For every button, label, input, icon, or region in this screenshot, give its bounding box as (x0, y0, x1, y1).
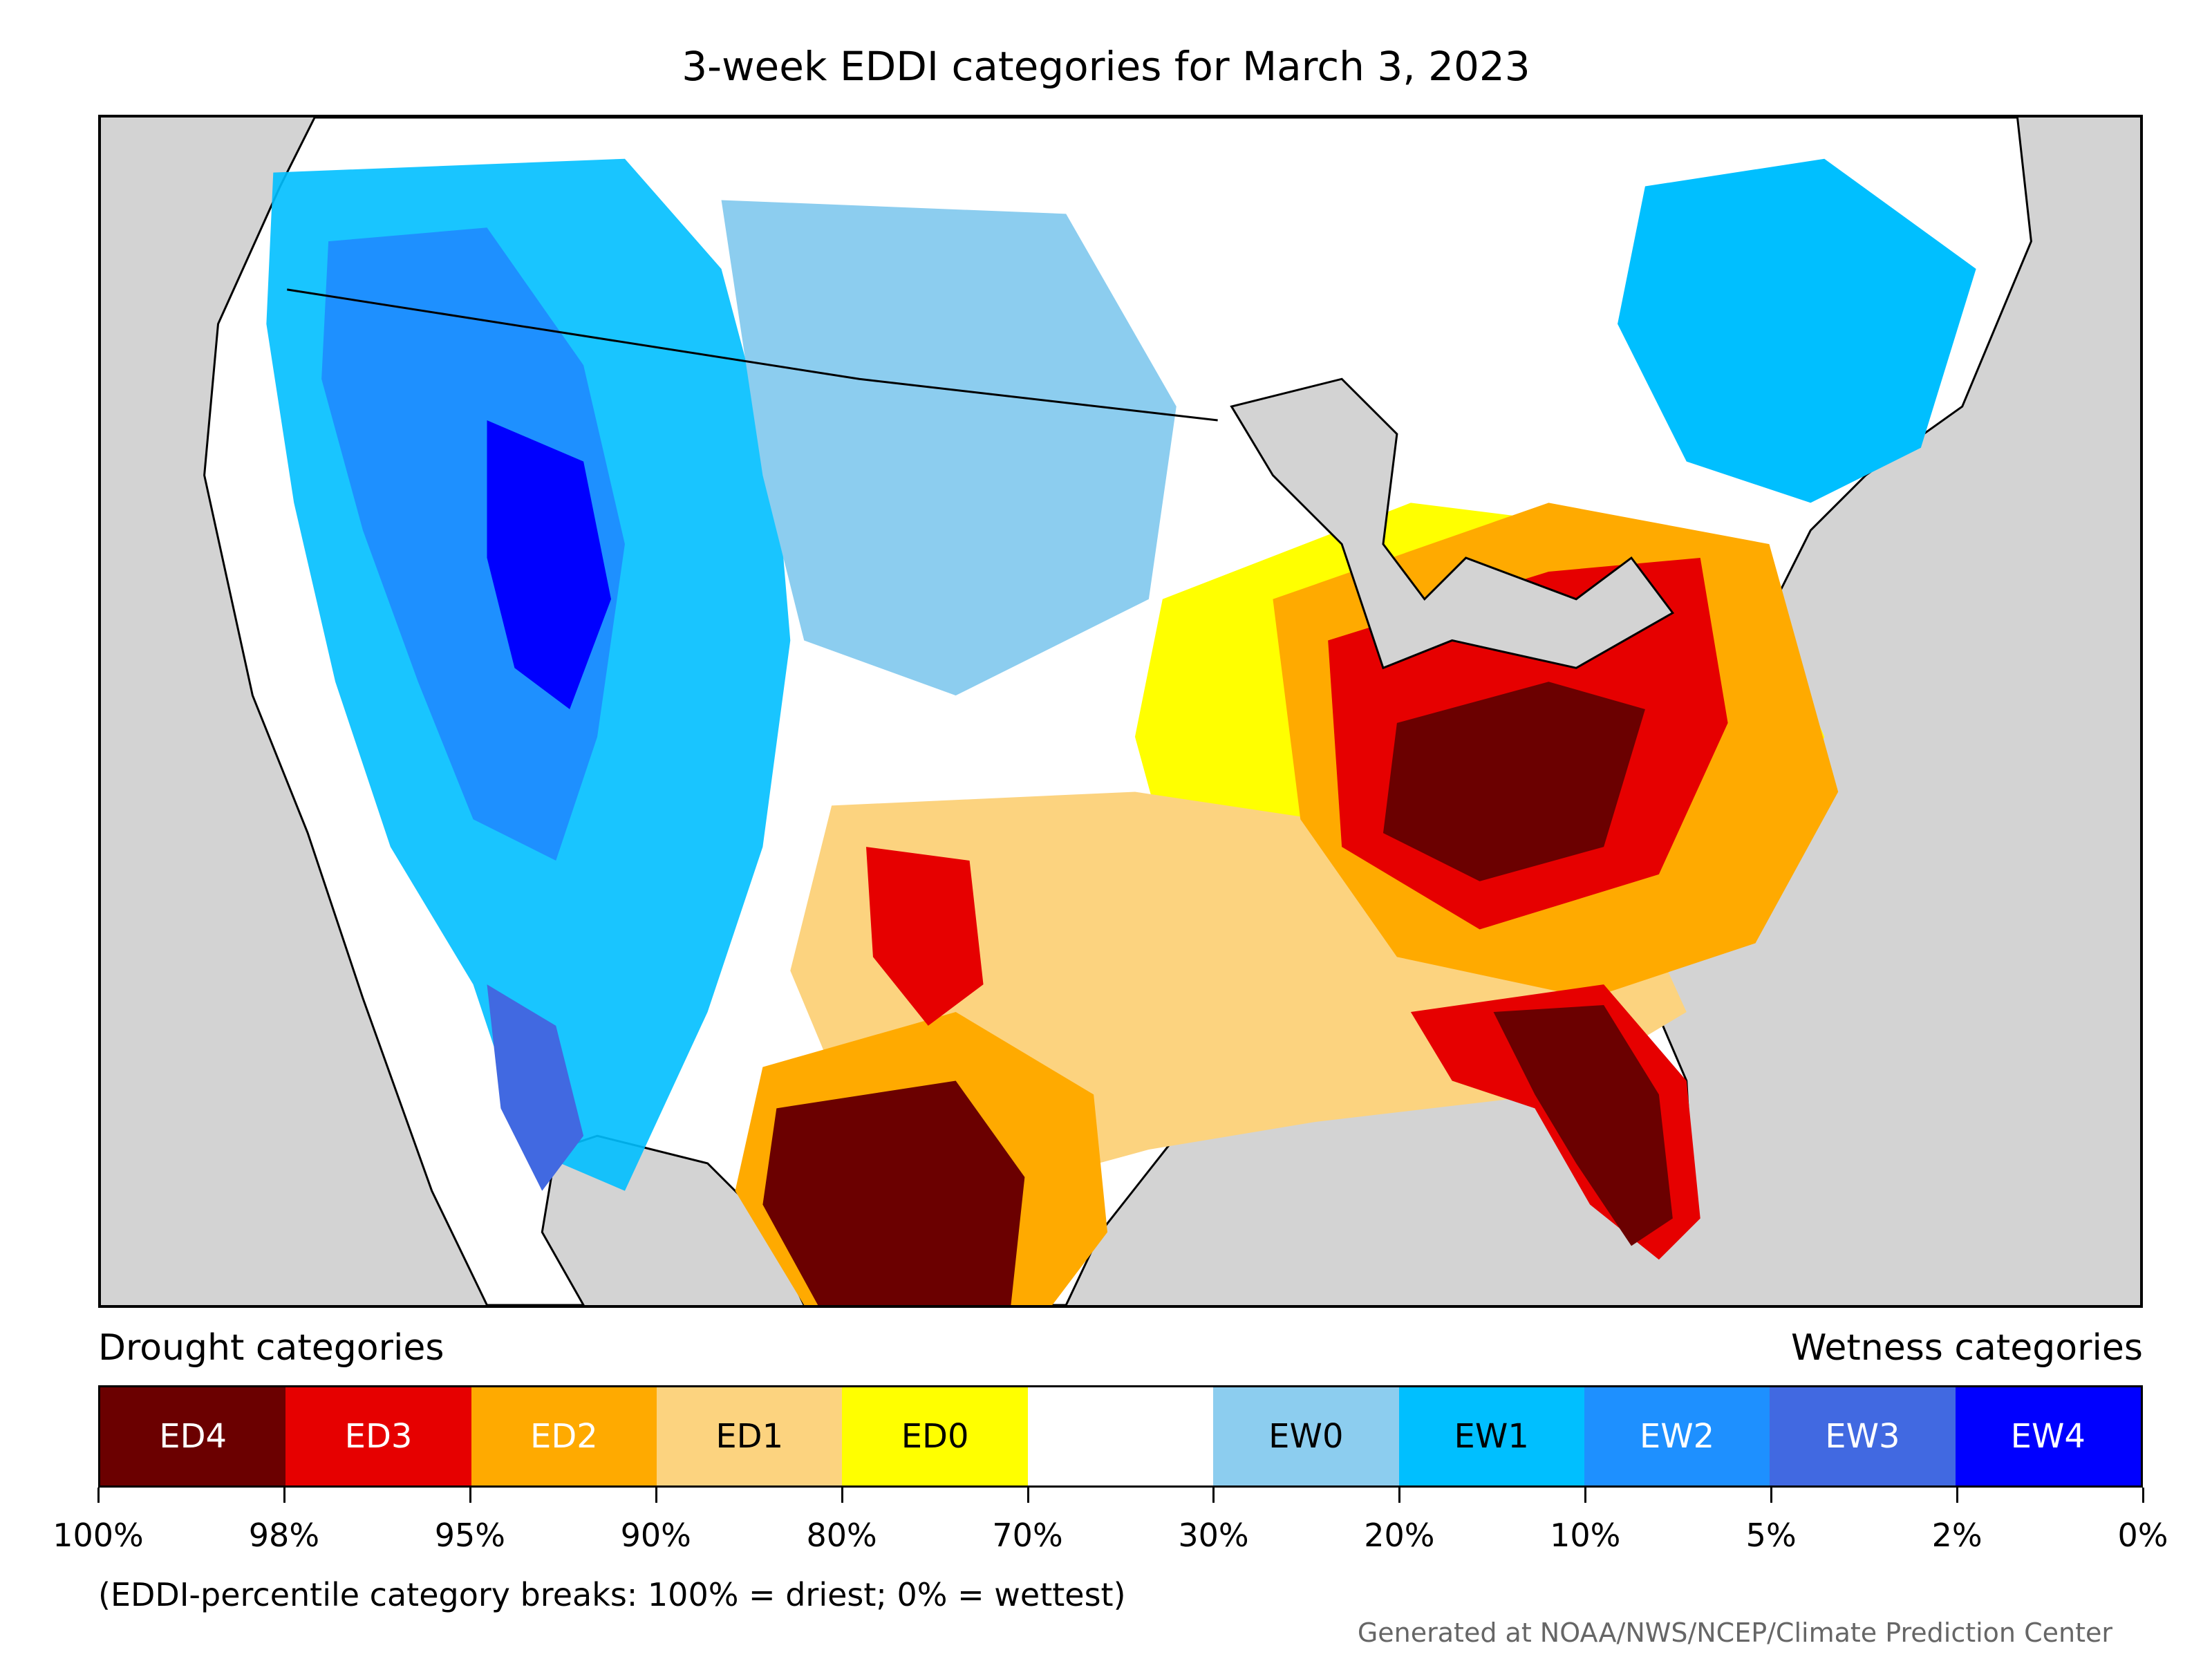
category-swatch-ew1: EW1 (1398, 1387, 1584, 1485)
colorbar-tick (1584, 1488, 1587, 1503)
colorbar-tick (2142, 1488, 2144, 1503)
colorbar-tick-label: 100% (53, 1517, 144, 1554)
category-swatch-ed1: ED1 (657, 1387, 843, 1485)
map-title: 3-week EDDI categories for March 3, 2023 (682, 43, 1530, 90)
wetness-heading: Wetness categories (1791, 1327, 2143, 1369)
category-swatch-ed0: ED0 (842, 1387, 1028, 1485)
us-canada-border (287, 288, 1218, 422)
region-ew2-west (321, 227, 625, 861)
colorbar-tick-label: 2% (1931, 1517, 1983, 1554)
category-colorbar: ED4 ED3 ED2 ED1 ED0 EW0 EW1 EW2 EW3 EW4 (98, 1385, 2143, 1488)
colorbar-tick (1956, 1488, 1959, 1503)
category-swatch-ed4: ED4 (100, 1387, 286, 1485)
map-canvas (203, 118, 2032, 1305)
colorbar-tick (655, 1488, 657, 1503)
category-swatch-ed2: ED2 (471, 1387, 657, 1485)
footnote: (EDDI-percentile category breaks: 100% =… (98, 1576, 1126, 1613)
region-ew0-plains (721, 200, 1177, 696)
colorbar-tick (1212, 1488, 1215, 1503)
region-ew4-great-basin (487, 420, 611, 710)
colorbar-ticks (97, 1488, 2144, 1504)
colorbar-tick-label: 0% (2117, 1517, 2168, 1554)
region-ed4-kentucky (1382, 682, 1645, 881)
colorbar-tick (841, 1488, 843, 1503)
region-ew1-northeast (1618, 158, 1976, 503)
colorbar-tick (97, 1488, 100, 1503)
colorbar-tick-label: 90% (620, 1517, 691, 1554)
colorbar-tick-label: 95% (434, 1517, 505, 1554)
colorbar-tick (1770, 1488, 1773, 1503)
colorbar-tick (283, 1488, 285, 1503)
category-swatch-ew2: EW2 (1584, 1387, 1770, 1485)
colorbar-tick-label: 98% (248, 1517, 320, 1554)
category-swatch-ed3: ED3 (285, 1387, 471, 1485)
eddi-map (98, 115, 2143, 1308)
region-ew3-baja (487, 984, 584, 1191)
region-ed3-west-texas (865, 847, 984, 1026)
colorbar-tick (1027, 1488, 1029, 1503)
region-ed4-south-texas (762, 1080, 1025, 1305)
great-lakes (1230, 377, 1675, 670)
colorbar-tick-label: 10% (1550, 1517, 1621, 1554)
colorbar-tick (1398, 1488, 1401, 1503)
credit: Generated at NOAA/NWS/NCEP/Climate Predi… (1357, 1618, 2112, 1648)
colorbar-tick-label: 30% (1178, 1517, 1249, 1554)
category-swatch-ew3: EW3 (1770, 1387, 1956, 1485)
colorbar-tick-label: 5% (1745, 1517, 1797, 1554)
category-swatch-ew4: EW4 (1955, 1387, 2141, 1485)
colorbar-tick-label: 20% (1364, 1517, 1435, 1554)
colorbar-tick-label: 70% (992, 1517, 1063, 1554)
category-swatch-normal (1027, 1387, 1214, 1485)
category-swatch-ew0: EW0 (1213, 1387, 1399, 1485)
drought-heading: Drought categories (98, 1327, 444, 1369)
colorbar-tick (469, 1488, 471, 1503)
colorbar-tick-label: 80% (806, 1517, 877, 1554)
region-ed4-florida (1493, 1005, 1673, 1246)
